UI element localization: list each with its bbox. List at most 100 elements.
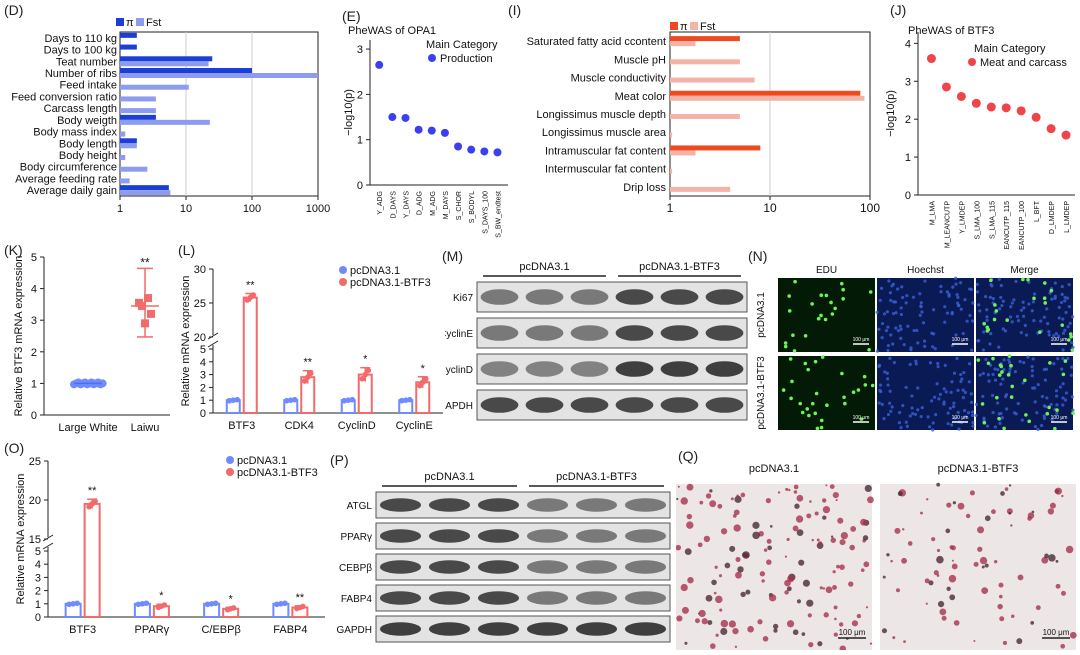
panel-q-lipid-droplet [926,498,929,501]
panel-n-nucleus [1015,314,1020,319]
panel-q-lipid-droplet [786,537,790,542]
chart-l-treat-point [422,376,429,382]
panel-q-lipid-droplet [677,485,680,488]
blot-p-band [477,560,520,574]
panel-n-edu-cell [1010,384,1015,389]
panel-q-lipid-droplet [718,574,723,578]
panel-n-edu-cell [815,426,820,431]
panel-n-nucleus [880,402,884,406]
panel-n-nucleus [984,357,988,362]
panel-q-lipid-droplet [705,493,712,499]
blot-p-membrane [375,615,671,643]
chart-l-treat-point [365,367,372,374]
panel-n-nucleus [923,279,927,283]
panel-n-edu-cell [870,383,875,388]
panel-q-lipid-droplet [939,608,947,616]
chart-d-pi-bar [120,185,169,191]
chart-e-ytick-label: 3 [357,44,363,56]
blot-p-group-label: pcDNA3.1 [424,471,474,483]
panel-n-nucleus [928,361,933,365]
chart-k-ytick-label: 4 [31,284,37,296]
panel-q-lipid-droplet [839,564,845,570]
panel-label-q: (Q) [678,448,699,464]
panel-q-lipid-droplet [807,613,812,618]
panel-q-lipid-droplet [1004,487,1009,491]
panel-n-nucleus [1070,341,1074,345]
panel-n-nucleus [931,345,935,349]
panel-n-nucleus [943,305,947,309]
panel-n-nucleus [875,349,879,353]
chart-l-axis-break [207,332,219,340]
panel-n-nucleus [999,283,1003,288]
panel-q-lipid-droplet [795,515,804,523]
chart-e-trait-label: S_DAYS_100 [482,191,489,234]
panel-n-nucleus [1010,301,1014,305]
chart-e-trait-label: S_CHOR [456,191,463,220]
panel-n-nucleus [978,373,982,377]
panel-q-lipid-droplet [981,565,985,569]
panel-q-col-label: pcDNA3.1-BTF3 [938,463,1019,475]
panel-q-lipid-droplet [952,501,957,505]
panel-q-lipid-droplet [772,623,779,630]
panel-q-lipid-droplet [936,548,941,553]
panel-q-lipid-droplet [808,642,814,648]
panel-q-lipid-droplet [711,579,717,586]
panel-q-lipid-droplet [991,509,996,515]
panel-q-lipid-droplet [811,538,814,542]
chart-i-fst-bar [670,77,755,83]
panel-n-nucleus [1060,367,1064,371]
chart-j-ytick-label: 0 [905,190,911,202]
panel-q-lipid-droplet [856,613,862,619]
panel-n-nucleus [1042,315,1046,319]
panel-n-nucleus [1061,403,1065,407]
blot-m-band [570,397,609,413]
panel-n-nucleus [892,360,896,365]
panel-q-lipid-droplet [697,542,703,548]
panel-n-edu-cell [856,388,861,392]
panel-q-lipid-droplet [786,586,792,592]
panel-n-edu-cell [1042,296,1047,301]
panel-n-nucleus [971,413,975,418]
panel-n-nucleus [880,335,884,340]
chart-k-sig: ** [140,255,150,269]
panel-q-lipid-droplet [833,605,838,610]
panel-n-nucleus [886,383,890,387]
chart-l-treat-point [304,374,311,380]
panel-n-edu-cell [840,371,844,376]
panel-n-nucleus [904,385,908,390]
panel-n-nucleus [893,300,898,304]
panel-q-lipid-droplet [936,555,944,564]
panel-n-nucleus [1001,327,1005,331]
panel-q-lipid-droplet [766,559,772,565]
panel-q-lipid-droplet [830,535,834,538]
chart-l-ytick-label: 5 [200,344,206,356]
blot-p-band [526,591,569,605]
blot-m-band [570,361,609,377]
panel-q-lipid-droplet [719,608,723,612]
chart-i-trait-label: Intramuscular fat content [545,145,666,157]
panel-q-lipid-droplet [792,629,799,636]
panel-n-nucleus [946,411,950,415]
blot-p-band [379,529,422,543]
chart-d-fst-bar [120,73,318,78]
panel-n-nucleus [993,425,998,429]
blot-p-band [624,622,667,636]
chart-e-point [388,113,397,122]
panel-n-nucleus [971,420,975,425]
panel-n-edu-cell [787,309,792,313]
panel-n-nucleus [966,411,971,415]
blot-m-group-label: pcDNA3.1 [519,261,569,273]
panel-q-lipid-droplet [715,633,719,637]
panel-q-lipid-droplet [788,488,791,492]
panel-q-lipid-droplet [720,528,728,535]
panel-n-nucleus [970,319,975,323]
panel-n-nucleus [1040,423,1044,428]
panel-q-lipid-droplet [709,500,717,508]
panel-n-nucleus [1000,416,1004,420]
chart-j-point [986,102,996,112]
panel-n-nucleus [1054,389,1059,393]
panel-n-edu-cell [788,357,793,361]
panel-n-scale-label: 100 μm [952,415,969,421]
panel-q-lipid-droplet [949,594,956,601]
